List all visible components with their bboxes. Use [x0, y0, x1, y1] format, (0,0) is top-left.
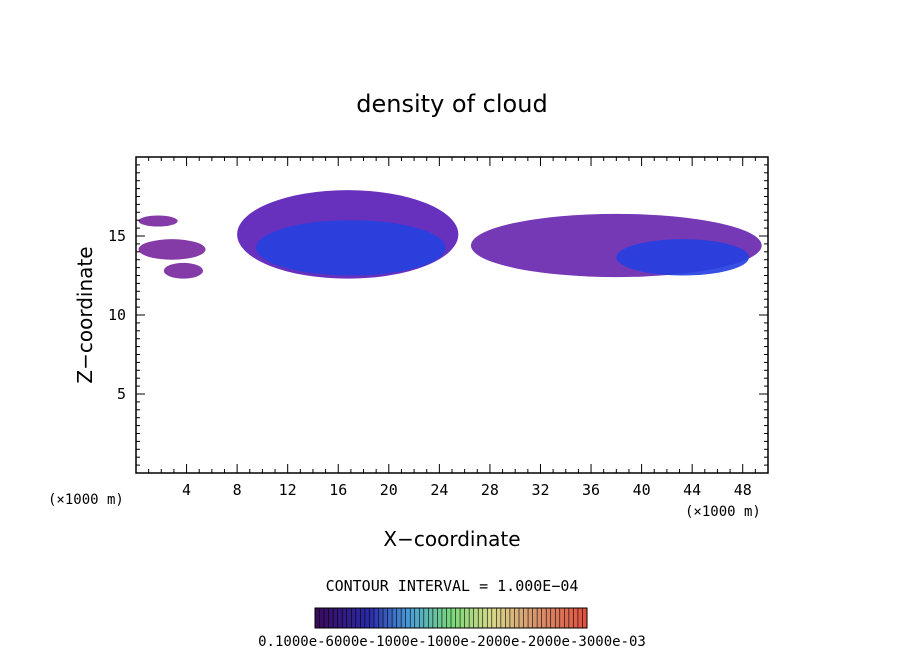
colorbar-divisions: [319, 608, 583, 628]
cloud-field: [138, 190, 762, 279]
x-tick-label: 12: [279, 481, 297, 499]
y-tick-label: 5: [117, 385, 126, 403]
x-units-right: (×1000 m): [685, 504, 761, 520]
cloud-region-main-cloud-core: [256, 220, 446, 276]
cloud-region-right-cloud-core: [616, 239, 750, 276]
x-tick-label: 32: [531, 481, 549, 499]
x-tick-label: 20: [380, 481, 398, 499]
y-tick-label: 10: [108, 306, 126, 324]
plot-frame: [135, 156, 769, 474]
y-tick-label: 15: [108, 227, 126, 245]
x-tick-label: 36: [582, 481, 600, 499]
x-tick-label: 40: [633, 481, 651, 499]
contour-interval-label: CONTOUR INTERVAL = 1.000E−04: [326, 577, 579, 595]
x-tick-label: 24: [430, 481, 448, 499]
x-tick-label: 16: [329, 481, 347, 499]
y-axis: 5 10 15: [108, 164, 768, 466]
x-tick-label: 8: [233, 481, 242, 499]
chart-title: density of cloud: [356, 90, 547, 118]
cloud-region-left-fragment-lower: [138, 239, 206, 260]
x-tick-label: 28: [481, 481, 499, 499]
colorbar-label: 0.1000e-6000e-1000e-1000e-2000e-2000e-30…: [258, 634, 646, 650]
cloud-region-left-fragment-upper: [138, 215, 178, 227]
x-tick-label: 48: [734, 481, 752, 499]
cloud-region-left-fragment-base: [163, 262, 203, 279]
x-tick-label: 4: [182, 481, 191, 499]
x-units-left: (×1000 m): [48, 492, 124, 508]
x-axis-label: X−coordinate: [383, 527, 520, 551]
x-tick-label: 44: [683, 481, 701, 499]
x-axis: 4 8 12 16 20 24 28 32 36 40 44 48: [148, 157, 756, 499]
y-axis-label: Z−coordinate: [73, 246, 97, 383]
